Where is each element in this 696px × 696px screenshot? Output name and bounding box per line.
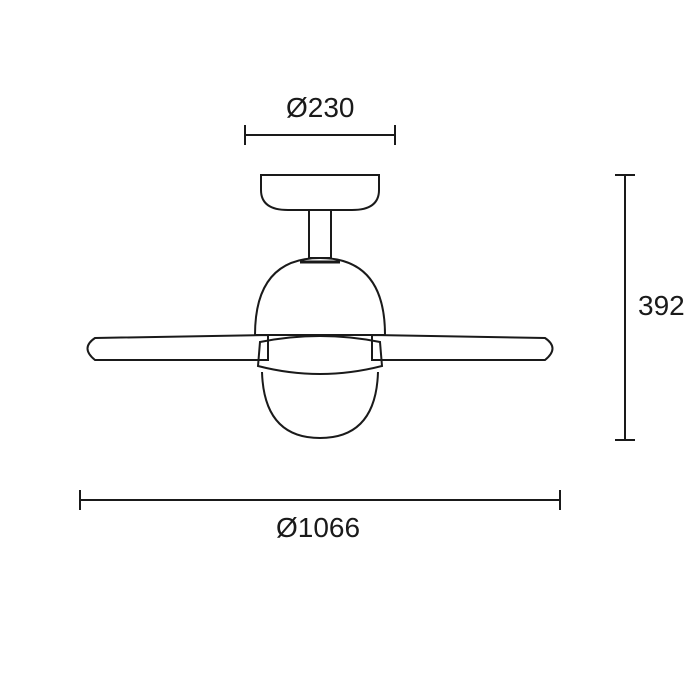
dim-label-blade-span: Ø1066: [276, 512, 360, 544]
dim-label-canopy-diameter: Ø230: [286, 92, 355, 124]
fan-blades: [88, 335, 553, 374]
fan-downrod: [309, 210, 331, 258]
fan-light-kit: [262, 372, 378, 438]
technical-drawing: Ø230 Ø1066 392: [0, 0, 696, 696]
dim-label-height: 392: [638, 290, 685, 322]
fan-motor-housing: [255, 258, 385, 335]
fan-canopy: [261, 175, 379, 210]
